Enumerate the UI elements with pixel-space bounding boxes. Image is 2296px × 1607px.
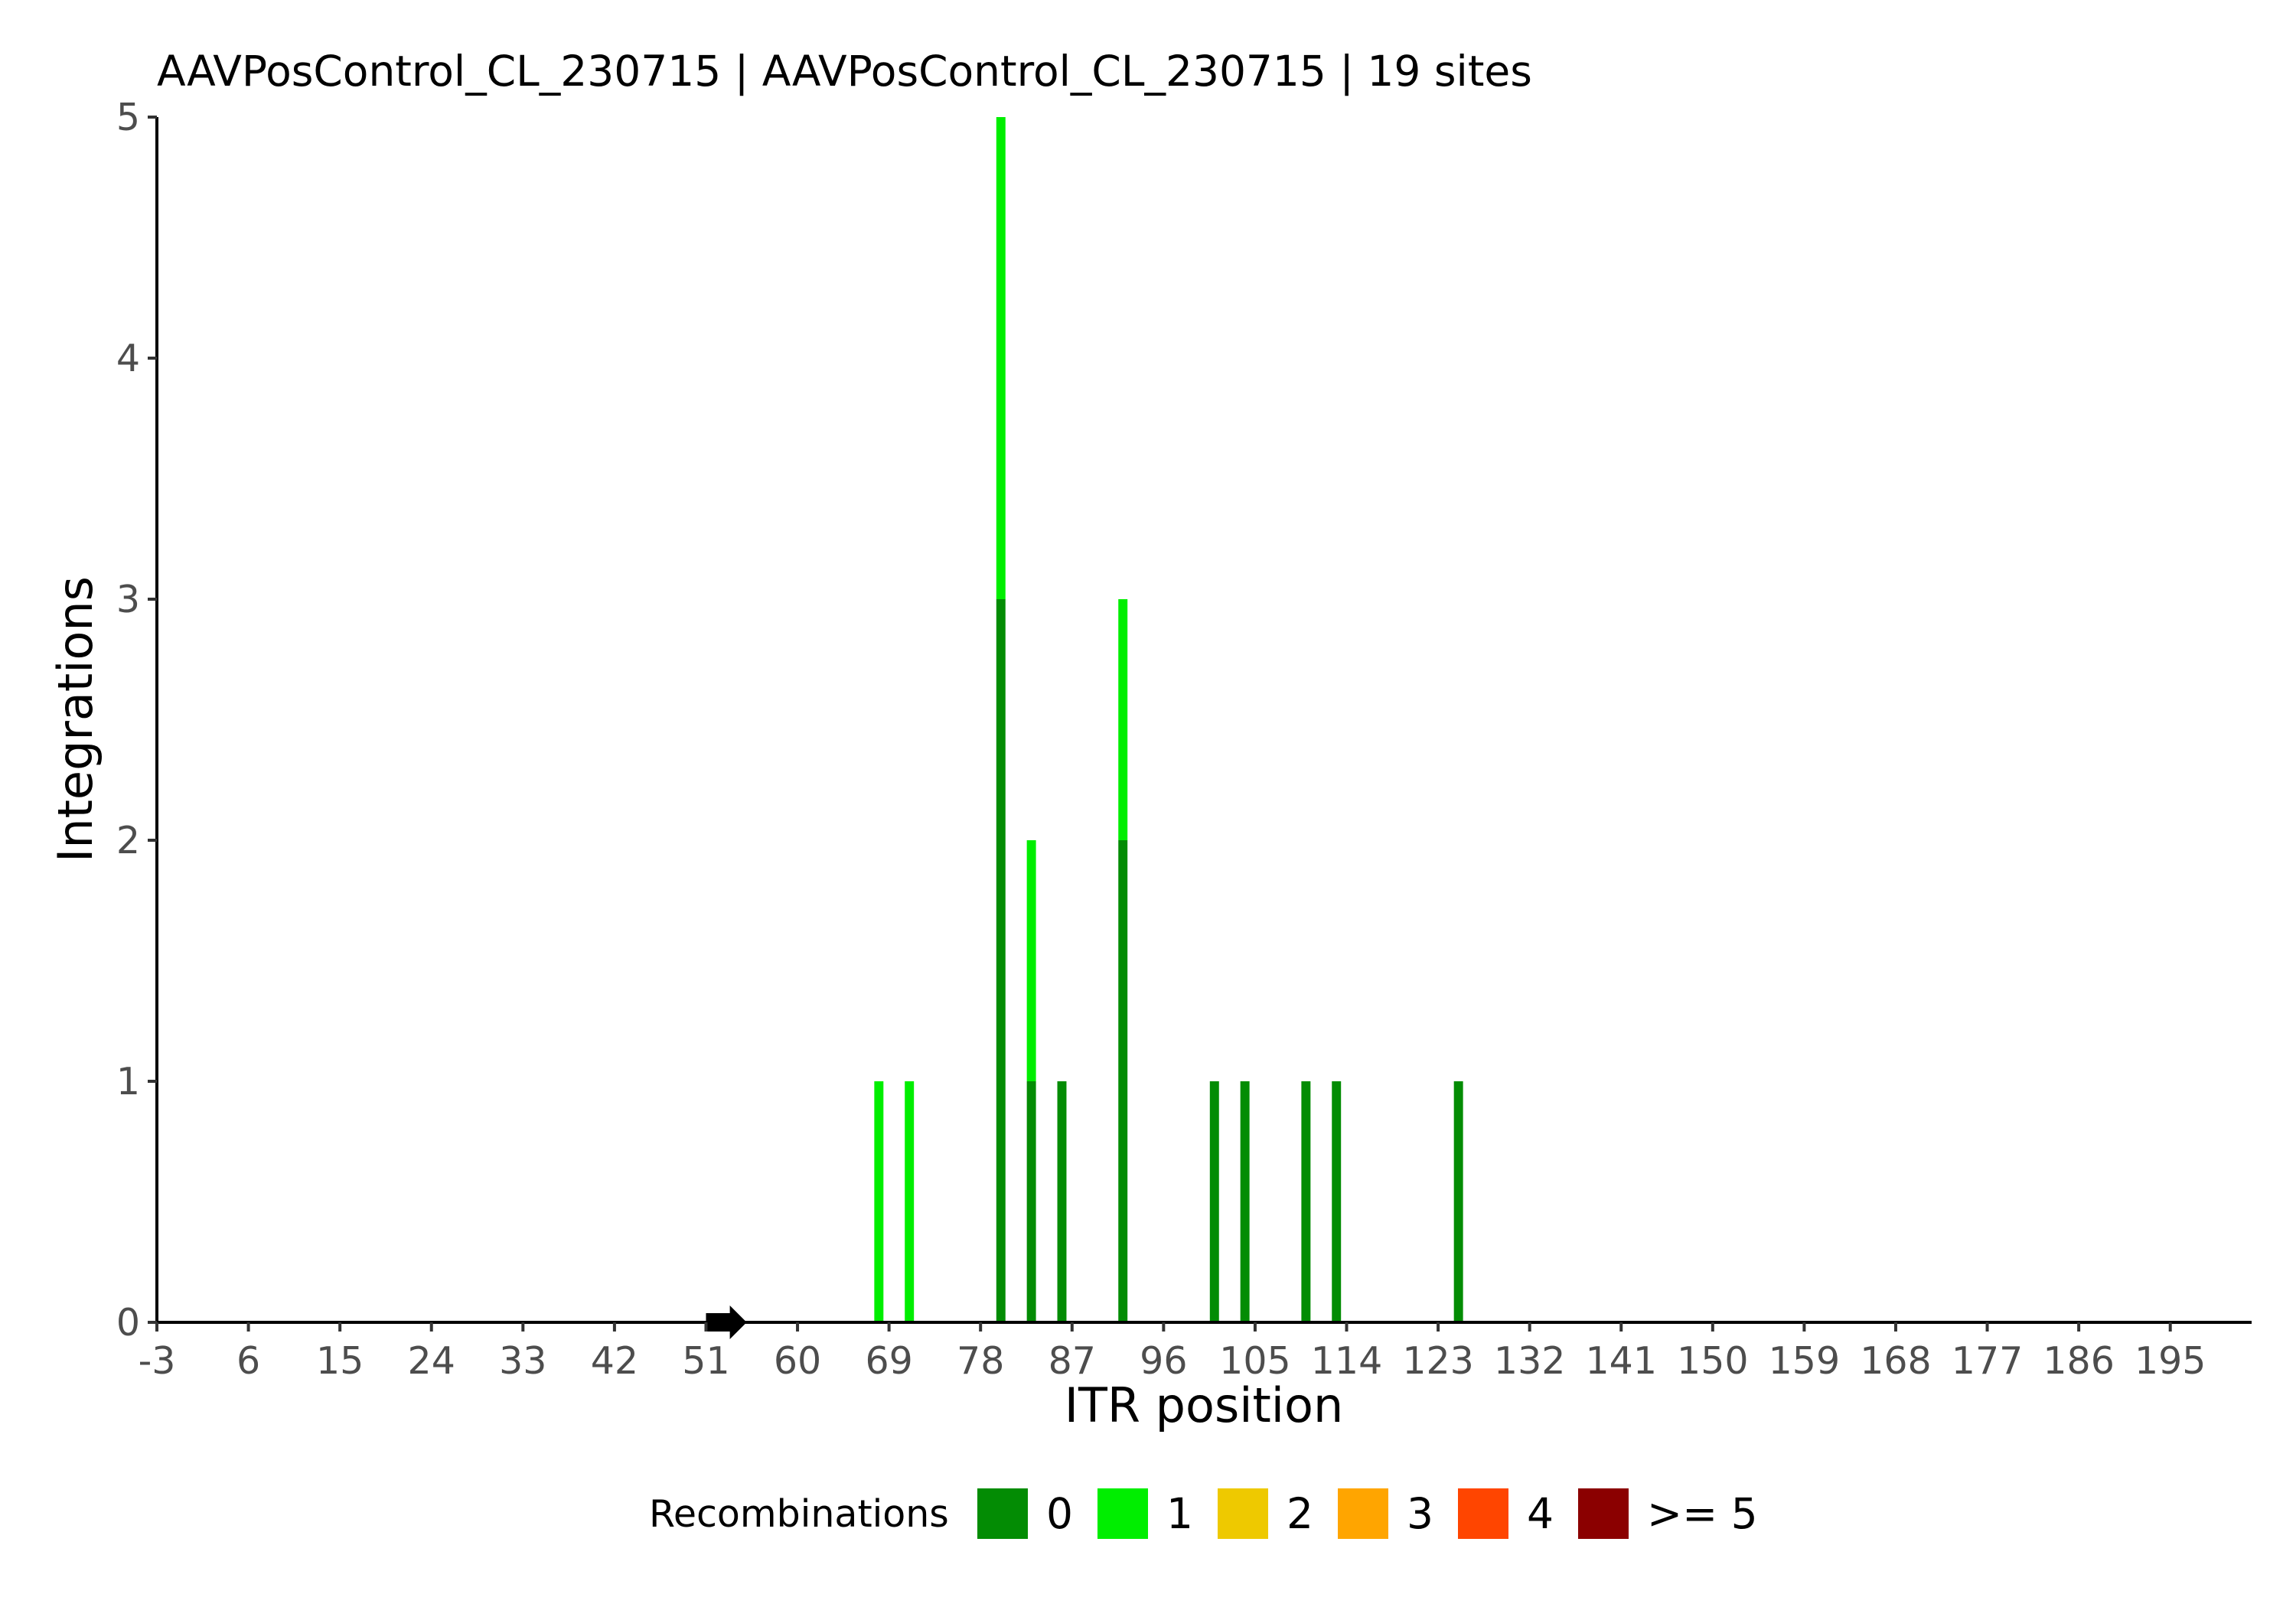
x-tick-label: 177 bbox=[1952, 1339, 2024, 1383]
legend-title: Recombinations bbox=[649, 1492, 949, 1536]
legend-key-2 bbox=[1218, 1488, 1268, 1539]
bar-recomb-1-x83 bbox=[1026, 840, 1036, 1081]
y-tick-label: 4 bbox=[116, 337, 140, 380]
bars-layer bbox=[874, 117, 1463, 1322]
bar-recomb-1-x92 bbox=[1118, 599, 1128, 840]
legend-label-0: 0 bbox=[1046, 1489, 1073, 1538]
bar-recomb-1-x80 bbox=[996, 117, 1006, 599]
chart-title: AAVPosControl_CL_230715 | AAVPosControl_… bbox=[157, 47, 1532, 96]
x-tick-label: 150 bbox=[1677, 1339, 1749, 1383]
x-tick-label: 24 bbox=[408, 1339, 455, 1383]
x-tick-label: 69 bbox=[865, 1339, 912, 1383]
bar-recomb-0-x125 bbox=[1453, 1081, 1463, 1322]
x-tick-label: 132 bbox=[1494, 1339, 1566, 1383]
bar-recomb-0-x83 bbox=[1026, 1081, 1036, 1322]
x-tick-label: 159 bbox=[1769, 1339, 1841, 1383]
legend-key-1 bbox=[1097, 1488, 1148, 1539]
x-tick-label: 42 bbox=[591, 1339, 638, 1383]
x-tick-label: 123 bbox=[1402, 1339, 1474, 1383]
legend: Recombinations 0 1 2 3 4 >= 5 bbox=[649, 1488, 1758, 1539]
x-tick-label: 87 bbox=[1049, 1339, 1096, 1383]
y-tick-label: 3 bbox=[116, 578, 140, 621]
x-tick-label: 168 bbox=[1860, 1339, 1932, 1383]
x-tick-label: 105 bbox=[1219, 1339, 1291, 1383]
x-tick-label: 15 bbox=[316, 1339, 364, 1383]
y-tick-label: 2 bbox=[116, 819, 140, 862]
bar-recomb-0-x80 bbox=[996, 599, 1006, 1322]
x-tick-label: 60 bbox=[774, 1339, 821, 1383]
y-tick-label: 5 bbox=[116, 96, 140, 139]
legend-label-4: 4 bbox=[1527, 1489, 1554, 1538]
x-tick-label: 6 bbox=[236, 1339, 260, 1383]
bar-recomb-1-x71 bbox=[905, 1081, 915, 1322]
legend-label-2: 2 bbox=[1287, 1489, 1313, 1538]
bar-recomb-1-x68 bbox=[874, 1081, 884, 1322]
y-tick-label: 0 bbox=[116, 1301, 140, 1345]
bar-recomb-0-x92 bbox=[1118, 840, 1128, 1322]
legend-key-4 bbox=[1458, 1488, 1508, 1539]
x-tick-label: 114 bbox=[1311, 1339, 1383, 1383]
y-axis-label: Integrations bbox=[47, 576, 103, 862]
x-tick-label: 186 bbox=[2043, 1339, 2115, 1383]
bar-recomb-0-x113 bbox=[1332, 1081, 1342, 1322]
x-tick-label: 195 bbox=[2135, 1339, 2206, 1383]
bar-recomb-0-x104 bbox=[1240, 1081, 1250, 1322]
legend-label-5: >= 5 bbox=[1647, 1489, 1758, 1538]
x-tick-label: 78 bbox=[957, 1339, 1004, 1383]
legend-key-5 bbox=[1578, 1488, 1629, 1539]
legend-label-1: 1 bbox=[1166, 1489, 1193, 1538]
y-axis: 0 1 2 3 4 5 bbox=[116, 96, 157, 1345]
x-tick-label: 33 bbox=[499, 1339, 546, 1383]
x-tick-label: -3 bbox=[139, 1339, 176, 1383]
bar-recomb-0-x110 bbox=[1301, 1081, 1311, 1322]
legend-key-0 bbox=[977, 1488, 1028, 1539]
legend-key-3 bbox=[1338, 1488, 1388, 1539]
bar-recomb-0-x101 bbox=[1209, 1081, 1219, 1322]
x-axis: -3 6 15 24 33 42 51 60 69 78 87 96 105 114 123 132 141 15… bbox=[139, 1322, 2206, 1383]
bar-recomb-0-x86 bbox=[1057, 1081, 1067, 1322]
x-tick-label: 51 bbox=[682, 1339, 729, 1383]
legend-label-3: 3 bbox=[1407, 1489, 1433, 1538]
x-tick-label: 96 bbox=[1140, 1339, 1187, 1383]
y-tick-label: 1 bbox=[116, 1060, 140, 1103]
x-axis-label: ITR position bbox=[1065, 1377, 1344, 1433]
x-tick-label: 141 bbox=[1585, 1339, 1657, 1383]
